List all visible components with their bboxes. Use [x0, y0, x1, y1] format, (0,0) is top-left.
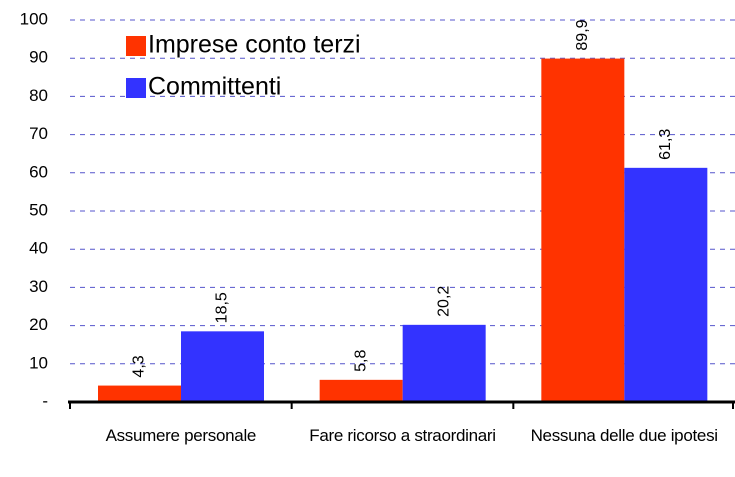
x-tick-label: Nessuna delle due ipotesi — [530, 426, 718, 445]
y-tick-label: 90 — [29, 48, 48, 67]
legend-label: Imprese conto terzi — [148, 31, 361, 59]
data-label: 20,2 — [435, 286, 452, 317]
y-tick-label: 10 — [29, 353, 48, 372]
y-tick-label: 20 — [29, 315, 48, 334]
data-label: 5,8 — [352, 350, 369, 372]
bar — [541, 58, 625, 402]
y-tick-label: 80 — [29, 86, 48, 105]
x-tick-label: Fare ricorso a straordinari — [309, 426, 496, 445]
y-tick-label: - — [42, 391, 48, 410]
data-label: 61,3 — [657, 129, 674, 160]
y-tick-label: 30 — [29, 277, 48, 296]
y-tick-label: 100 — [20, 9, 48, 28]
y-tick-label: 70 — [29, 124, 48, 143]
bar — [181, 331, 264, 402]
bar — [98, 385, 181, 402]
data-label: 89,9 — [574, 19, 591, 50]
data-label: 18,5 — [214, 292, 231, 323]
y-tick-label: 40 — [29, 239, 48, 258]
data-label: 4,3 — [131, 355, 148, 377]
legend-label: Committenti — [148, 73, 281, 101]
bar — [402, 324, 486, 402]
legend-swatch — [126, 36, 146, 56]
y-tick-label: 60 — [29, 162, 48, 181]
bar — [624, 167, 708, 402]
bar — [319, 379, 403, 402]
legend-swatch — [126, 78, 146, 98]
x-tick-label: Assumere personale — [105, 426, 257, 445]
y-tick-label: 50 — [29, 200, 48, 219]
